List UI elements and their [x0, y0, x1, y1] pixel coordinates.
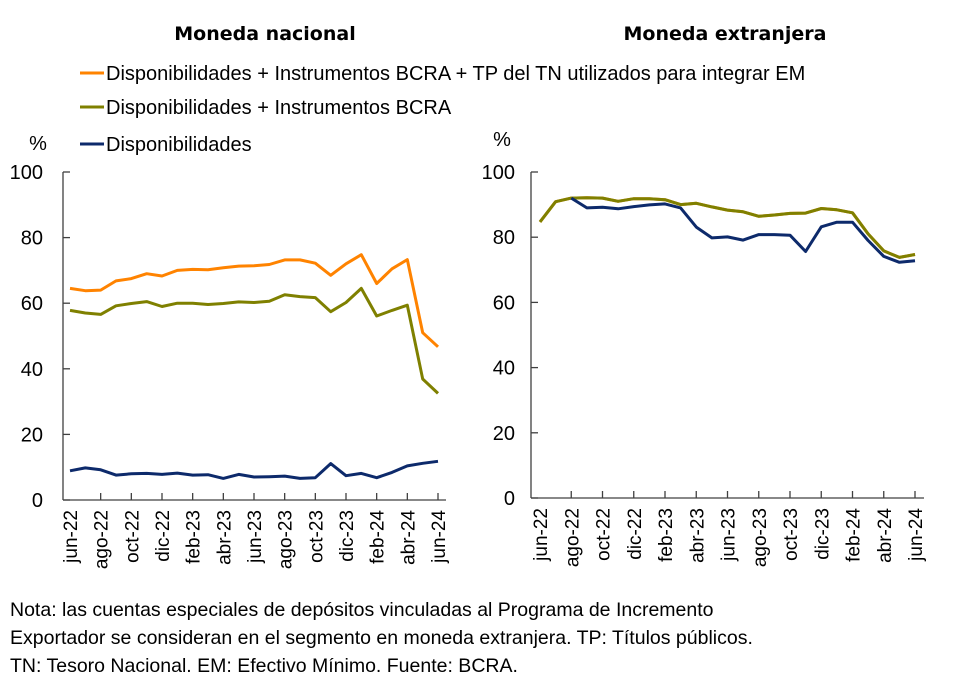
x-tick-label: jun-23 [719, 508, 740, 562]
y-unit-label-extranjera: % [493, 129, 511, 151]
series-line-navy-extranjera [570, 196, 916, 264]
y-tick-label: 0 [32, 490, 43, 512]
legend-label-olive: Disponibilidades + Instrumentos BCRA [106, 97, 452, 119]
legend-item-navy: Disponibilidades [80, 134, 252, 156]
x-tick-label: feb-24 [844, 508, 865, 562]
y-tick-label: 0 [504, 488, 515, 510]
x-tick-label: oct-22 [594, 508, 615, 561]
x-tick-label: dic-23 [812, 508, 833, 560]
y-tick-label: 100 [10, 162, 43, 184]
x-tick-label: ago-22 [562, 508, 583, 567]
x-tick-label: ago-22 [92, 510, 113, 569]
legend-item-olive: Disponibilidades + Instrumentos BCRA [80, 97, 452, 119]
chart-title-nacional: Moneda nacional [174, 23, 355, 45]
y-tick-label: 40 [21, 359, 43, 381]
y-tick-label: 80 [21, 228, 43, 250]
footnote-line: TN: Tesoro Nacional. EM: Efectivo Mínimo… [10, 655, 518, 677]
x-tick-label: jun-22 [61, 510, 82, 564]
footnote-line: Exportador se consideran en el segmento … [10, 627, 753, 649]
x-tick-label: oct-23 [781, 508, 802, 561]
x-tick-label: dic-22 [153, 510, 174, 562]
x-tick-label: jun-23 [245, 510, 266, 564]
plot-area-nacional: 0 20 40 60 80 100 jun-22 ago-22 oct-22 dic-22 feb-… [10, 162, 450, 569]
y-tick-label: 60 [21, 293, 43, 315]
x-tick-label: feb-23 [656, 508, 677, 562]
x-tick-label: oct-22 [122, 510, 143, 563]
x-tick-label: abr-23 [687, 508, 708, 563]
footnote-line: Nota: las cuentas especiales de depósito… [10, 599, 714, 621]
series-line-orange-nacional [69, 253, 440, 348]
y-tick-label: 100 [482, 162, 515, 184]
x-tick-label: jun-22 [531, 508, 552, 562]
chart-title-extranjera: Moneda extranjera [624, 23, 827, 45]
x-tick-label: ago-23 [750, 508, 771, 567]
x-tick-label: feb-24 [368, 510, 389, 564]
x-tick-label: ago-23 [276, 510, 297, 569]
legend-label-navy: Disponibilidades [106, 134, 252, 156]
x-tick-label: abr-23 [214, 510, 235, 565]
x-tick-label: abr-24 [398, 510, 419, 565]
x-tick-label: dic-23 [337, 510, 358, 562]
y-tick-label: 40 [493, 358, 515, 380]
series-line-olive-nacional [69, 286, 440, 395]
x-tick-label: dic-22 [625, 508, 646, 560]
legend-label-orange: Disponibilidades + Instrumentos BCRA + T… [106, 63, 805, 85]
series-line-navy-nacional [69, 459, 439, 480]
plot-area-extranjera: 0 20 40 60 80 100 jun-22 ago-22 oct-22 dic-22 feb-… [482, 162, 927, 567]
x-tick-label: jun-24 [906, 508, 927, 562]
y-tick-label: 20 [493, 423, 515, 445]
y-tick-label: 20 [21, 424, 43, 446]
footnote: Nota: las cuentas especiales de depósito… [10, 596, 950, 680]
x-tick-label: abr-24 [875, 508, 896, 563]
y-tick-label: 60 [493, 292, 515, 314]
y-tick-label: 80 [493, 227, 515, 249]
legend-item-orange: Disponibilidades + Instrumentos BCRA + T… [80, 63, 805, 85]
legend: Disponibilidades + Instrumentos BCRA + T… [80, 63, 805, 156]
x-tick-label: feb-23 [184, 510, 205, 564]
y-unit-label-nacional: % [29, 133, 47, 155]
x-tick-label: jun-24 [429, 510, 450, 564]
x-tick-label: oct-23 [306, 510, 327, 563]
